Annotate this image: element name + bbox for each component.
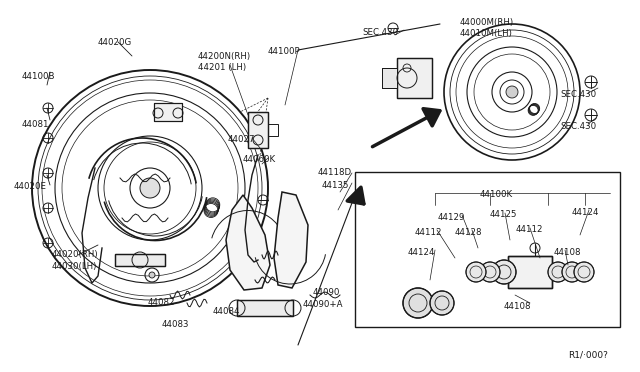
Polygon shape [226, 195, 270, 290]
Text: 44100P: 44100P [268, 47, 301, 56]
Text: 44112: 44112 [516, 225, 543, 234]
Text: 44100B: 44100B [22, 72, 56, 81]
Bar [397, 58, 432, 98]
Text: 44100K: 44100K [480, 190, 513, 199]
Bar [248, 112, 268, 148]
Circle shape [574, 262, 594, 282]
Text: 44135: 44135 [322, 181, 349, 190]
Bar [237, 300, 293, 316]
Circle shape [403, 288, 433, 318]
Bar [508, 256, 552, 288]
Text: 44129: 44129 [438, 213, 465, 222]
Bar [508, 256, 552, 288]
Text: 44083: 44083 [162, 320, 189, 329]
Text: 44010M(LH): 44010M(LH) [460, 29, 513, 38]
Circle shape [492, 260, 516, 284]
Text: SEC.430: SEC.430 [362, 28, 398, 37]
Text: 44081: 44081 [22, 120, 49, 129]
Text: 44112: 44112 [415, 228, 442, 237]
Text: 44030(LH): 44030(LH) [52, 262, 97, 271]
Bar [268, 124, 278, 136]
Text: 44060K: 44060K [243, 155, 276, 164]
Bar [355, 172, 620, 327]
Text: 44125: 44125 [490, 210, 518, 219]
Text: 44027: 44027 [228, 135, 255, 144]
Bar [115, 254, 165, 266]
Text: 44082: 44082 [148, 298, 175, 307]
Text: 44020E: 44020E [14, 182, 47, 191]
Text: SEC.430: SEC.430 [560, 90, 596, 99]
Bar [248, 112, 268, 148]
Bar [154, 103, 182, 121]
Text: 44000M(RH): 44000M(RH) [460, 18, 514, 27]
Text: 44128: 44128 [455, 228, 483, 237]
Text: SEC.430: SEC.430 [560, 122, 596, 131]
Polygon shape [274, 192, 308, 288]
Text: 44124: 44124 [408, 248, 435, 257]
Text: 44020(RH): 44020(RH) [52, 250, 99, 259]
Text: 44201 (LH): 44201 (LH) [198, 63, 246, 72]
Text: 44090: 44090 [313, 288, 340, 297]
Text: 44084: 44084 [213, 307, 241, 316]
Circle shape [562, 262, 582, 282]
Circle shape [430, 291, 454, 315]
Circle shape [548, 262, 568, 282]
Bar [382, 68, 397, 88]
Text: 44108: 44108 [504, 302, 531, 311]
Circle shape [149, 272, 155, 278]
Circle shape [480, 262, 500, 282]
Circle shape [140, 178, 160, 198]
Text: 44090+A: 44090+A [303, 300, 344, 309]
Circle shape [506, 86, 518, 98]
Text: 44020G: 44020G [98, 38, 132, 47]
Text: 44118D: 44118D [318, 168, 352, 177]
Text: 44124: 44124 [572, 208, 600, 217]
Circle shape [466, 262, 486, 282]
Bar [382, 68, 397, 88]
Bar [237, 300, 293, 316]
Text: 44108: 44108 [554, 248, 582, 257]
Bar [115, 254, 165, 266]
Bar [397, 58, 432, 98]
Text: 44200N(RH): 44200N(RH) [198, 52, 251, 61]
Bar [154, 103, 182, 121]
Text: R1/·000?: R1/·000? [568, 350, 608, 359]
